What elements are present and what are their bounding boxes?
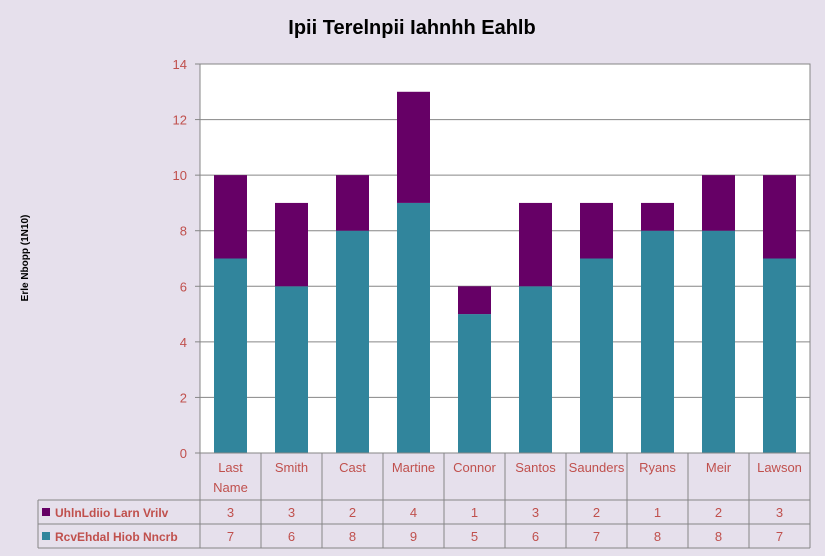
y-tick-label: 12 bbox=[173, 113, 187, 128]
x-category-label: Saunders bbox=[569, 460, 625, 475]
data-label-series-1: 1 bbox=[654, 505, 661, 520]
y-tick-label: 8 bbox=[180, 224, 187, 239]
data-label-series-0: 8 bbox=[654, 529, 661, 544]
chart-title: Ipii Terelnpii Iahnhh Eahlb bbox=[288, 17, 535, 39]
bar-segment-series-0 bbox=[336, 230, 369, 453]
data-label-series-1: 2 bbox=[715, 505, 722, 520]
bar-segment-series-1 bbox=[458, 286, 491, 315]
legend-label-series-1: UhlnLdiio Larn Vrilv bbox=[55, 506, 169, 520]
data-label-series-0: 9 bbox=[410, 529, 417, 544]
bar-segment-series-1 bbox=[702, 175, 735, 231]
bar-segment-series-0 bbox=[641, 230, 674, 453]
y-tick-label: 10 bbox=[173, 168, 187, 183]
y-tick-label: 0 bbox=[180, 446, 187, 461]
bar-segment-series-0 bbox=[214, 258, 247, 453]
data-label-series-0: 6 bbox=[288, 529, 295, 544]
bar-segment-series-1 bbox=[214, 175, 247, 259]
bar-segment-series-1 bbox=[519, 202, 552, 287]
x-category-label: Last Name bbox=[213, 460, 248, 495]
x-category-label: Santos bbox=[515, 460, 556, 475]
legend-label-series-0: RcvEhdal Hiob Nncrb bbox=[55, 530, 178, 544]
y-tick-label: 6 bbox=[180, 279, 187, 294]
data-label-series-0: 7 bbox=[593, 529, 600, 544]
y-tick-label: 14 bbox=[173, 57, 187, 72]
data-label-series-0: 6 bbox=[532, 529, 539, 544]
bar-segment-series-0 bbox=[763, 258, 796, 453]
data-label-series-0: 7 bbox=[227, 529, 234, 544]
y-axis-label: Erle Nbopp (1N10) bbox=[20, 215, 31, 302]
bar-segment-series-0 bbox=[275, 286, 308, 453]
legend-swatch-series-0 bbox=[42, 532, 50, 540]
x-category-label: Meir bbox=[706, 460, 732, 475]
x-category-label: Cast bbox=[339, 460, 366, 475]
data-label-series-1: 3 bbox=[776, 505, 783, 520]
data-label-series-0: 7 bbox=[776, 529, 783, 544]
data-label-series-1: 2 bbox=[349, 505, 356, 520]
bar-segment-series-1 bbox=[336, 175, 369, 231]
data-label-series-1: 1 bbox=[471, 505, 478, 520]
data-label-series-1: 3 bbox=[288, 505, 295, 520]
data-label-series-1: 3 bbox=[532, 505, 539, 520]
bar-segment-series-1 bbox=[397, 91, 430, 203]
data-label-series-0: 8 bbox=[349, 529, 356, 544]
x-category-label: Smith bbox=[275, 460, 308, 475]
bar-segment-series-0 bbox=[519, 286, 552, 453]
bar-segment-series-1 bbox=[275, 202, 308, 287]
plot-area: 0 2 4 6 8 10 12 14 bbox=[173, 57, 811, 461]
x-category-label: Martine bbox=[392, 460, 435, 475]
data-label-series-0: 8 bbox=[715, 529, 722, 544]
data-table: Last Name Smith Cast Martine Connor Santos Saun… bbox=[37, 453, 811, 549]
bar-segment-series-1 bbox=[763, 175, 796, 259]
data-label-series-1: 4 bbox=[410, 505, 417, 520]
legend-swatch-series-1 bbox=[42, 508, 50, 516]
bar-segment-series-0 bbox=[580, 258, 613, 453]
bar-segment-series-1 bbox=[641, 202, 674, 231]
x-category-label: Ryans bbox=[639, 460, 676, 475]
data-label-series-0: 5 bbox=[471, 529, 478, 544]
bar-segment-series-1 bbox=[580, 202, 613, 259]
data-label-series-1: 3 bbox=[227, 505, 234, 520]
bar-segment-series-0 bbox=[702, 230, 735, 453]
x-category-label: Connor bbox=[453, 460, 496, 475]
y-tick-label: 4 bbox=[180, 335, 187, 350]
bar-segment-series-0 bbox=[397, 202, 430, 453]
y-tick-label: 2 bbox=[180, 390, 187, 405]
x-category-label: Lawson bbox=[757, 460, 802, 475]
data-label-series-1: 2 bbox=[593, 505, 600, 520]
bar-segment-series-0 bbox=[458, 314, 491, 453]
